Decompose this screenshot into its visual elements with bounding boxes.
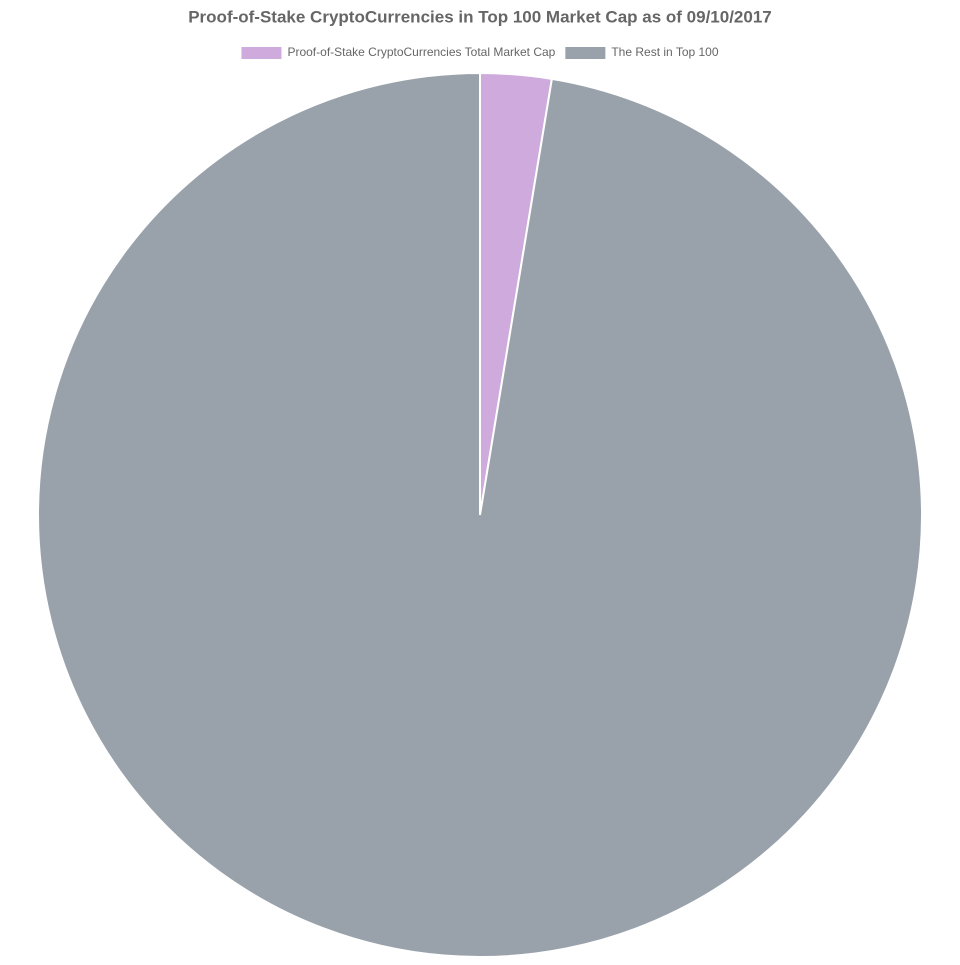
legend-swatch xyxy=(565,47,606,59)
legend-label: The Rest in Top 100 xyxy=(611,45,719,59)
legend: Proof-of-Stake CryptoCurrencies Total Ma… xyxy=(241,45,719,59)
legend-label: Proof-of-Stake CryptoCurrencies Total Ma… xyxy=(287,45,555,59)
chart-title: Proof-of-Stake CryptoCurrencies in Top 1… xyxy=(188,7,772,26)
pie-slice xyxy=(37,71,923,958)
legend-swatch xyxy=(241,47,282,59)
